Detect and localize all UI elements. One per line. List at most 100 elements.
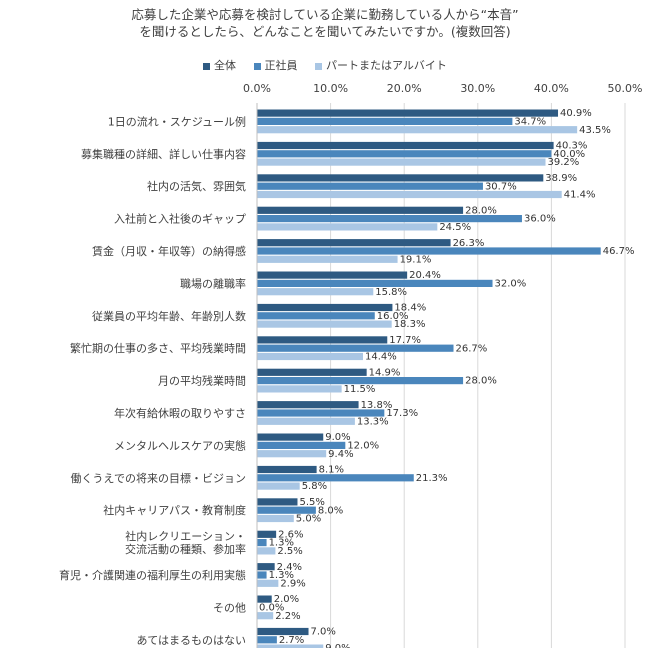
legend-swatch-series-1 [203,62,211,70]
bar-11-1 [257,474,414,482]
bar-6-1 [257,312,375,320]
value-label-4-2: 19.1% [400,254,432,265]
value-label-14-1: 1.3% [269,570,294,581]
value-label-3-0: 28.0% [465,205,497,216]
value-label-7-2: 14.4% [365,352,397,363]
bar-2-1 [257,182,483,190]
category-label-14: 育児・介護関連の福利厚生の利用実態 [59,568,246,582]
category-label-0: 1日の流れ・スケジュール例 [108,114,246,128]
bar-12-1 [257,506,316,514]
category-label-4: 賃金（月収・年収等）の納得感 [92,244,246,258]
bar-9-0 [257,401,359,409]
bar-10-1 [257,441,346,449]
value-label-12-2: 5.0% [296,514,321,525]
bar-3-1 [257,215,522,223]
bar-0-2 [257,126,578,134]
bar-11-0 [257,465,317,474]
bar-4-1 [257,247,601,255]
bar-13-2 [257,547,276,555]
x-tick-label-4: 40.0% [534,82,569,95]
bar-1-2 [257,158,546,166]
value-label-0-0: 40.9% [560,108,592,119]
value-label-10-0: 9.0% [325,432,350,443]
category-label-13-0: 社内レクリエーション・ [125,529,246,543]
category-label-12: 社内キャリアパス・教育制度 [103,503,246,517]
value-label-7-1: 26.7% [456,343,488,354]
value-label-0-1: 34.7% [514,117,546,128]
value-label-8-1: 28.0% [465,376,497,387]
value-label-15-0: 2.0% [274,594,299,605]
bar-16-1 [257,636,277,644]
value-label-16-2: 9.0% [325,643,350,648]
bar-16-0 [257,627,309,636]
category-label-9: 年次有給休暇の取りやすさ [114,406,246,420]
value-label-2-1: 30.7% [485,181,517,192]
bar-6-2 [257,320,392,328]
bar-8-1 [257,377,464,385]
value-label-10-1: 12.0% [347,441,379,452]
bar-14-2 [257,579,279,587]
value-label-3-1: 36.0% [524,214,556,225]
bar-1-0 [257,141,554,150]
category-label-3: 入社前と入社後のギャップ [114,212,246,226]
value-label-14-2: 2.9% [280,578,305,589]
bar-8-2 [257,385,342,393]
legend-swatch-series-3 [315,62,323,70]
value-label-14-0: 2.4% [277,562,302,573]
value-label-1-2: 39.2% [548,157,580,168]
bar-14-0 [257,563,275,571]
legend-item-series-3: パートまたはアルバイト [315,57,447,73]
bar-3-2 [257,223,438,231]
bar-16-2 [257,644,324,648]
chart-title-line-2: を聞けるとしたら、どんなことを聞いてみたいですか。(複数回答) [139,24,511,39]
value-label-16-0: 7.0% [311,627,336,638]
bar-9-2 [257,417,355,425]
category-label-7: 繁忙期の仕事の多さ、平均残業時間 [70,341,246,355]
value-label-9-2: 13.3% [357,416,389,427]
legend-label-series-2: 正社員 [264,59,298,72]
value-label-9-0: 13.8% [361,400,393,411]
bar-3-0 [257,206,464,214]
category-label-6: 従業員の平均年齢、年齢別人数 [92,309,246,323]
value-label-12-0: 5.5% [299,497,324,508]
bar-5-1 [257,279,493,287]
category-label-8: 月の平均残業時間 [158,374,246,388]
value-label-13-1: 1.3% [269,538,294,549]
value-label-3-2: 24.5% [439,222,471,233]
value-label-6-1: 16.0% [377,311,409,322]
category-label-13-1: 交流活動の種類、参加率 [125,542,246,556]
bar-4-0 [257,239,451,247]
legend-item-series-2: 正社員 [253,57,298,73]
value-label-11-1: 21.3% [416,473,448,484]
bar-7-1 [257,344,454,352]
value-label-12-1: 8.0% [318,505,343,516]
value-label-9-1: 17.3% [386,408,418,419]
category-label-16: あてはまるものはない [136,634,246,647]
bar-9-1 [257,409,385,417]
bar-6-0 [257,303,393,312]
category-label-11: 働くうえでの将来の目標・ビジョン [71,471,246,485]
legend-label-series-1: 全体 [214,59,237,72]
bar-12-2 [257,514,294,523]
bar-15-0 [257,595,272,603]
bar-15-2 [257,612,274,620]
bar-10-2 [257,450,327,458]
value-label-11-2: 5.8% [302,481,327,492]
category-label-10: メンタルヘルスケアの実態 [114,438,246,452]
x-tick-label-5: 50.0% [608,82,643,95]
value-label-0-2: 43.5% [579,125,611,136]
bar-13-0 [257,530,277,538]
chart-title-line-1: 応募した企業や応募を検討している企業に勤務している人から“本音” [131,7,519,22]
x-tick-label-1: 10.0% [313,82,348,95]
category-label-15: その他 [213,601,246,614]
value-label-7-0: 17.7% [389,335,421,346]
value-label-15-2: 2.2% [275,611,300,622]
value-label-10-2: 9.4% [328,449,353,460]
value-label-4-0: 26.3% [453,238,485,249]
bar-5-0 [257,271,408,279]
value-label-5-1: 32.0% [495,279,527,290]
bar-11-2 [257,482,300,490]
value-label-1-1: 40.0% [553,149,585,160]
bar-14-1 [257,571,267,579]
category-label-5: 職場の離職率 [180,276,246,290]
